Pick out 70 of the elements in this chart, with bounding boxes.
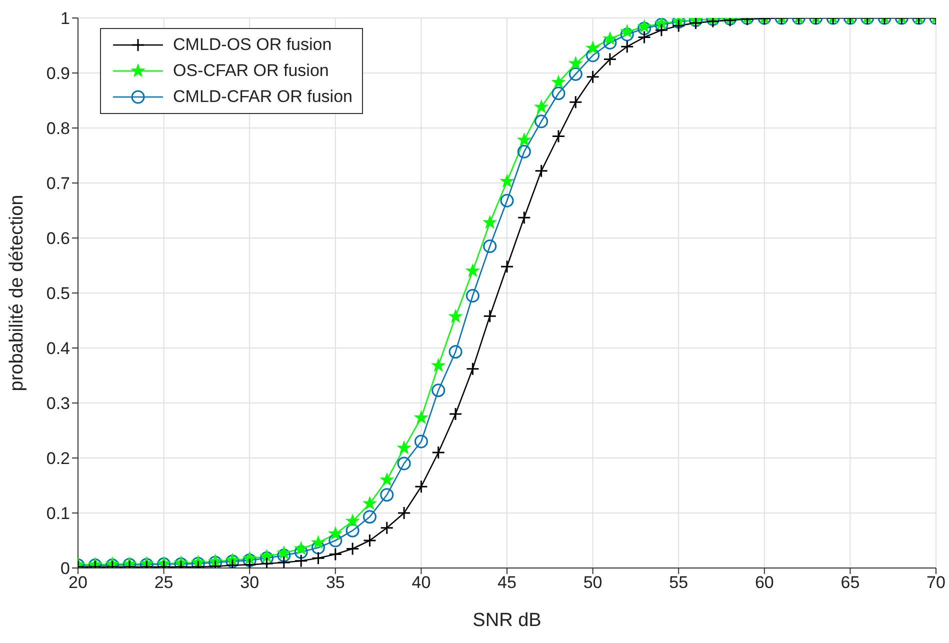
point	[448, 310, 462, 322]
x-tick-label: 30	[240, 573, 260, 592]
y-tick-label: 0.3	[46, 394, 70, 414]
point	[277, 546, 290, 559]
point	[414, 480, 428, 494]
point	[448, 345, 462, 359]
point	[328, 527, 342, 540]
y-tick-label: 0.4	[46, 339, 70, 358]
point	[483, 309, 497, 323]
x-tick-label: 20	[68, 573, 88, 592]
point	[346, 524, 360, 538]
legend-label: CMLD-OS OR fusion	[173, 34, 332, 56]
y-tick-label: 0.8	[46, 119, 70, 138]
y-tick-label: 0.5	[46, 284, 70, 304]
point	[311, 540, 325, 554]
y-tick-label: 0	[60, 559, 70, 578]
y-tick-label: 1	[60, 9, 70, 28]
point	[362, 534, 376, 548]
point	[380, 521, 394, 535]
point	[277, 548, 291, 562]
point	[260, 556, 274, 568]
point	[260, 550, 274, 562]
y-tick-label: 0.9	[46, 64, 70, 84]
x-tick-label: 25	[154, 573, 174, 592]
x-tick-label: 35	[326, 573, 345, 592]
point	[397, 506, 411, 520]
point	[397, 456, 411, 470]
y-tick-label: 0.6	[46, 229, 70, 248]
point	[311, 551, 325, 565]
x-tick-label: 65	[840, 573, 860, 592]
point	[294, 545, 308, 559]
x-axis-title: SNR dB	[472, 610, 542, 631]
point	[380, 488, 394, 502]
x-tick-label: 70	[926, 573, 946, 592]
point	[243, 552, 256, 564]
point	[466, 289, 480, 302]
point	[432, 446, 446, 460]
y-tick-label: 0.2	[46, 449, 70, 468]
point	[466, 362, 480, 376]
point	[294, 554, 308, 568]
x-tick-label: 50	[583, 573, 602, 592]
x-tick-label: 40	[412, 573, 431, 592]
point	[414, 410, 428, 424]
point	[500, 260, 514, 274]
point	[362, 510, 376, 524]
point	[242, 554, 256, 568]
point	[312, 536, 325, 548]
point	[380, 473, 394, 486]
x-tick-label: 60	[754, 573, 774, 592]
y-tick-label: 0.1	[46, 504, 70, 524]
point	[328, 534, 342, 548]
point	[346, 542, 360, 556]
point	[414, 434, 428, 448]
point	[483, 240, 497, 253]
legend-label: OS-CFAR OR fusion	[173, 60, 329, 82]
x-tick-label: 55	[669, 573, 688, 592]
point	[432, 358, 445, 372]
point	[260, 551, 274, 565]
x-tick-label: 45	[498, 573, 516, 592]
point	[363, 496, 376, 510]
point	[448, 407, 462, 421]
y-axis-title: probabilité de détection	[6, 194, 28, 392]
y-tick-label: 0.7	[46, 174, 70, 194]
point	[294, 542, 308, 554]
point	[277, 556, 291, 568]
point	[432, 384, 446, 398]
point	[328, 548, 342, 561]
point	[346, 514, 360, 527]
point	[397, 441, 411, 454]
legend-label: CMLD-CFAR OR fusion	[173, 86, 352, 108]
